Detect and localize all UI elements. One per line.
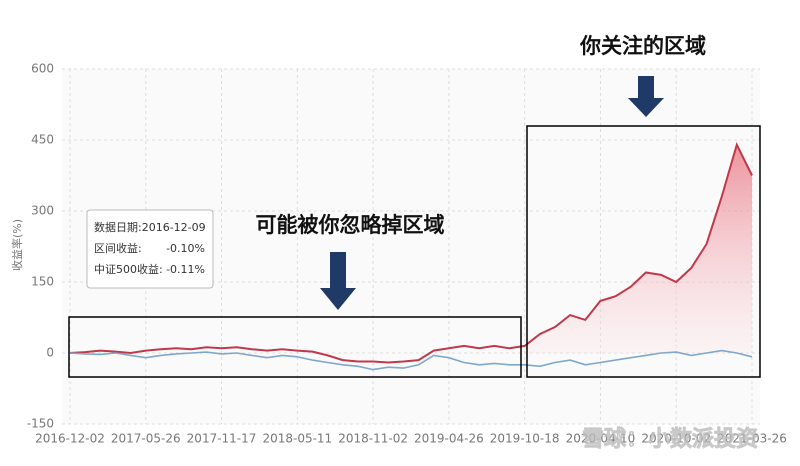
y-tick-label: 150 — [31, 275, 54, 289]
watermark: 雪球：小数派投资 — [582, 426, 758, 452]
tooltip-value: -0.11% — [166, 263, 205, 276]
tooltip-date: 数据日期:2016-12-09 — [94, 220, 206, 234]
x-tick-label: 2020-10-02 — [641, 432, 711, 446]
tooltip-value: -0.10% — [166, 242, 205, 255]
x-tick-label: 2020-04-10 — [566, 432, 636, 446]
tooltip: 数据日期:2016-12-09 区间收益: -0.10% 中证500收益: -0… — [86, 209, 214, 289]
y-tick-label: -150 — [27, 417, 54, 431]
y-axis-label: 收益率(%) — [10, 219, 24, 271]
tooltip-label: 区间收益: — [94, 241, 142, 255]
highlight-box — [68, 316, 522, 378]
arrow — [320, 252, 356, 310]
series-line — [69, 349, 753, 371]
arrow — [628, 76, 664, 117]
x-tick-label: 2021-03-26 — [717, 432, 787, 446]
area-fill — [524, 144, 752, 353]
x-tick-label: 2019-04-26 — [414, 432, 484, 446]
x-tick-label: 2019-10-18 — [490, 432, 560, 446]
annotation: 可能被你忽略掉区域 — [256, 213, 445, 237]
x-tick-label: 2016-12-02 — [35, 432, 105, 446]
x-tick-label: 2017-05-26 — [111, 432, 181, 446]
series-line — [69, 141, 753, 364]
tooltip-label: 中证500收益: — [94, 262, 163, 276]
annotation: 你关注的区域 — [579, 34, 706, 58]
x-tick-label: 2018-11-02 — [338, 432, 408, 446]
y-tick-label: 600 — [31, 62, 54, 76]
y-tick-label: 300 — [31, 204, 54, 218]
x-tick-label: 2018-05-11 — [262, 432, 332, 446]
highlight-box — [526, 125, 761, 378]
y-tick-label: 450 — [31, 133, 54, 147]
x-tick-label: 2017-11-17 — [187, 432, 257, 446]
y-tick-label: 0 — [46, 346, 54, 360]
tooltip-box — [86, 209, 214, 289]
